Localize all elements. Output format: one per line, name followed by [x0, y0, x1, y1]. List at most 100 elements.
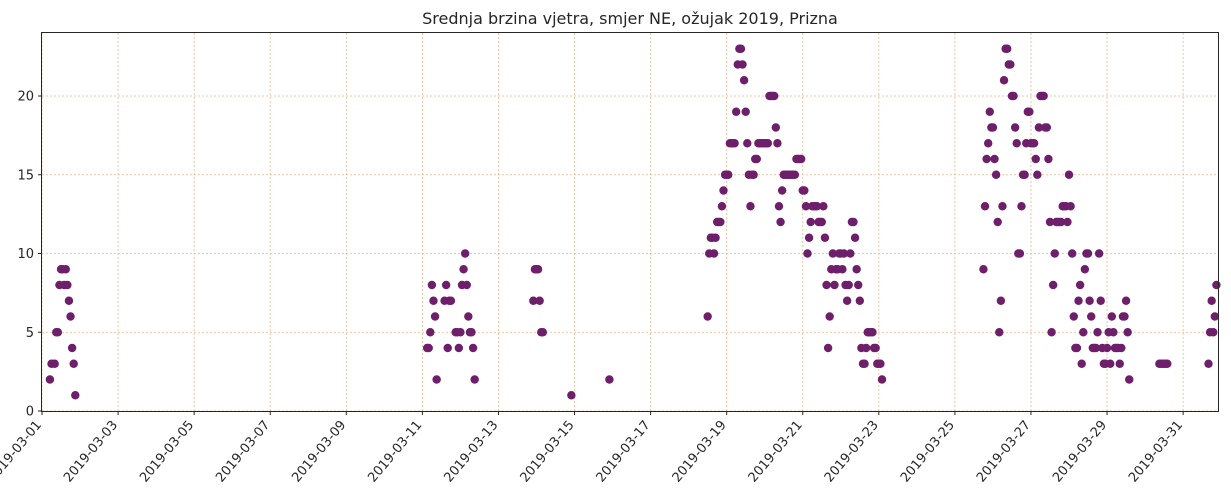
- x-tick-label: 2019-03-15: [518, 418, 578, 486]
- x-tick-label: 2019-03-03: [61, 418, 121, 486]
- data-point: [860, 359, 869, 368]
- data-point: [825, 312, 834, 321]
- data-point: [774, 202, 784, 211]
- data-point: [855, 296, 865, 305]
- data-point: [877, 375, 887, 384]
- data-point: [67, 343, 77, 353]
- x-tick-label: 2019-03-17: [594, 418, 654, 486]
- data-point: [1048, 280, 1058, 290]
- data-point: [830, 280, 839, 290]
- data-point: [703, 312, 712, 321]
- data-point: [1045, 217, 1055, 227]
- data-point: [849, 217, 858, 227]
- data-point: [1050, 249, 1059, 258]
- data-point: [63, 280, 72, 290]
- data-point: [1020, 170, 1029, 179]
- data-point: [1066, 202, 1075, 211]
- data-point: [529, 296, 538, 305]
- data-point: [995, 328, 1004, 337]
- data-point: [717, 202, 727, 211]
- data-point: [1204, 359, 1213, 368]
- data-point: [796, 154, 806, 164]
- data-point: [1064, 170, 1074, 179]
- data-point: [852, 265, 861, 274]
- data-point: [1017, 202, 1026, 211]
- data-point: [443, 343, 452, 353]
- data-point: [800, 186, 809, 195]
- data-point: [716, 217, 725, 227]
- data-point: [1069, 312, 1078, 321]
- data-point: [1056, 217, 1066, 227]
- data-point: [980, 202, 990, 211]
- data-point: [454, 343, 464, 353]
- data-point: [1087, 312, 1096, 321]
- data-point: [1010, 123, 1020, 132]
- data-point: [1102, 343, 1112, 353]
- data-point: [746, 202, 755, 211]
- x-tick-label: 2019-03-01: [0, 418, 45, 486]
- data-point: [446, 296, 456, 305]
- data-point: [1096, 296, 1105, 305]
- data-point: [1094, 249, 1104, 258]
- data-point: [749, 170, 758, 179]
- data-point: [535, 296, 544, 305]
- y-tick-label: 15: [17, 168, 34, 183]
- plot-frame: [41, 32, 1219, 412]
- data-point: [1077, 359, 1086, 368]
- data-point: [731, 107, 741, 116]
- data-point: [991, 170, 1001, 179]
- data-point: [1029, 139, 1039, 148]
- data-point: [770, 91, 779, 101]
- data-point: [736, 44, 746, 53]
- data-point: [1067, 249, 1077, 258]
- data-point: [711, 233, 720, 242]
- data-point: [846, 249, 855, 258]
- y-axis-ticks: 0 5 10 15 20: [17, 90, 42, 420]
- data-point: [752, 154, 761, 164]
- x-tick-label: 2019-03-13: [441, 418, 501, 486]
- data-point: [432, 375, 441, 384]
- data-point: [459, 265, 468, 274]
- data-point: [1003, 44, 1012, 53]
- data-point: [985, 107, 994, 116]
- data-point: [1123, 328, 1132, 337]
- data-point: [790, 170, 800, 179]
- data-point: [470, 375, 479, 384]
- data-point: [1120, 312, 1129, 321]
- data-point: [738, 60, 747, 69]
- data-point: [993, 217, 1002, 227]
- x-tick-label: 2019-03-23: [822, 418, 882, 486]
- data-point: [1109, 328, 1118, 337]
- data-point: [982, 154, 991, 164]
- data-point: [567, 391, 576, 400]
- data-point: [996, 296, 1006, 305]
- data-point: [777, 186, 787, 195]
- data-point: [1115, 359, 1124, 368]
- data-point: [819, 202, 828, 211]
- data-point: [854, 280, 863, 290]
- data-point: [990, 154, 999, 164]
- y-tick-label: 20: [17, 90, 34, 105]
- data-point: [979, 265, 988, 274]
- data-points: [45, 44, 1221, 400]
- data-point: [871, 343, 880, 353]
- data-point: [1063, 217, 1072, 227]
- data-point: [844, 280, 853, 290]
- data-point: [69, 359, 78, 368]
- data-point: [1074, 296, 1083, 305]
- data-point: [828, 249, 838, 258]
- data-point: [64, 296, 74, 305]
- data-point: [817, 217, 826, 227]
- data-point: [468, 343, 478, 353]
- data-point: [61, 265, 70, 274]
- data-point: [1091, 343, 1101, 353]
- data-point: [1080, 265, 1090, 274]
- data-point: [876, 359, 885, 368]
- x-tick-label: 2019-03-25: [898, 418, 958, 486]
- x-tick-label: 2019-03-11: [365, 418, 425, 486]
- data-point: [1121, 296, 1131, 305]
- data-point: [1072, 343, 1082, 353]
- data-point: [739, 76, 749, 85]
- data-point: [1033, 170, 1042, 179]
